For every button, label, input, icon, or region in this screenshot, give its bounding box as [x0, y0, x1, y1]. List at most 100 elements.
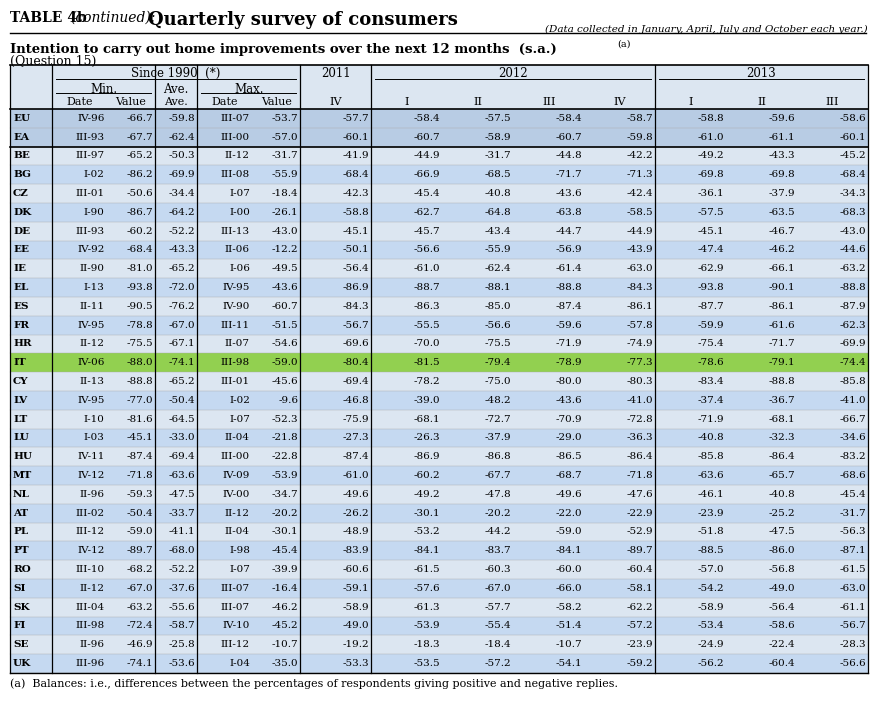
- Text: -71.9: -71.9: [697, 415, 724, 423]
- Text: FR: FR: [13, 320, 29, 329]
- Text: -83.7: -83.7: [484, 546, 512, 555]
- Text: Date: Date: [211, 97, 237, 107]
- Text: -45.6: -45.6: [272, 377, 299, 386]
- Text: I-07: I-07: [229, 189, 250, 198]
- Text: -18.4: -18.4: [484, 640, 512, 649]
- Text: -80.0: -80.0: [555, 377, 583, 386]
- Text: IV-95: IV-95: [223, 283, 250, 292]
- Text: III-10: III-10: [75, 565, 105, 574]
- Bar: [10, 654, 868, 673]
- Text: -69.6: -69.6: [343, 339, 370, 348]
- Text: -69.8: -69.8: [697, 170, 724, 179]
- Text: -43.3: -43.3: [168, 245, 195, 254]
- Text: -58.7: -58.7: [626, 114, 653, 123]
- Text: -70.9: -70.9: [555, 415, 583, 423]
- Text: -56.9: -56.9: [555, 245, 583, 254]
- Text: -68.4: -68.4: [839, 170, 866, 179]
- Text: -52.3: -52.3: [272, 415, 299, 423]
- Text: III-98: III-98: [75, 622, 105, 630]
- Text: -45.7: -45.7: [413, 226, 441, 236]
- Text: -68.1: -68.1: [768, 415, 795, 423]
- Bar: [10, 259, 868, 278]
- Text: -57.6: -57.6: [413, 584, 441, 593]
- Text: -88.5: -88.5: [697, 546, 724, 555]
- Text: -86.5: -86.5: [555, 452, 583, 461]
- Text: -81.5: -81.5: [413, 358, 441, 367]
- Text: 2012: 2012: [498, 67, 528, 80]
- Text: -50.4: -50.4: [168, 396, 195, 405]
- Text: -62.4: -62.4: [484, 264, 512, 273]
- Text: II: II: [473, 97, 482, 107]
- Text: -62.9: -62.9: [697, 264, 724, 273]
- Text: -71.3: -71.3: [626, 170, 653, 179]
- Bar: [10, 447, 868, 466]
- Text: -42.4: -42.4: [626, 189, 653, 198]
- Text: -86.2: -86.2: [126, 170, 153, 179]
- Text: I-00: I-00: [229, 208, 250, 217]
- Text: -71.8: -71.8: [126, 471, 153, 480]
- Text: -44.8: -44.8: [555, 151, 583, 161]
- Text: -56.4: -56.4: [343, 264, 370, 273]
- Text: -80.4: -80.4: [343, 358, 370, 367]
- Text: -57.7: -57.7: [484, 603, 512, 612]
- Text: -45.2: -45.2: [839, 151, 866, 161]
- Text: -49.5: -49.5: [272, 264, 299, 273]
- Text: -60.1: -60.1: [343, 132, 370, 142]
- Text: -36.3: -36.3: [626, 433, 653, 442]
- Text: -88.1: -88.1: [484, 283, 512, 292]
- Text: -31.7: -31.7: [484, 151, 512, 161]
- Text: II-06: II-06: [225, 245, 250, 254]
- Text: IV-06: IV-06: [77, 358, 105, 367]
- Text: -78.9: -78.9: [555, 358, 583, 367]
- Text: -78.6: -78.6: [697, 358, 724, 367]
- Text: -63.6: -63.6: [168, 471, 195, 480]
- Text: -59.0: -59.0: [555, 527, 583, 536]
- Text: -58.2: -58.2: [555, 603, 583, 612]
- Text: -22.8: -22.8: [272, 452, 299, 461]
- Text: -93.8: -93.8: [126, 283, 153, 292]
- Text: -27.3: -27.3: [343, 433, 370, 442]
- Text: -68.0: -68.0: [168, 546, 195, 555]
- Text: -58.1: -58.1: [626, 584, 653, 593]
- Text: -51.5: -51.5: [272, 320, 299, 329]
- Text: -36.1: -36.1: [697, 189, 724, 198]
- Text: -63.2: -63.2: [839, 264, 866, 273]
- Text: DK: DK: [13, 208, 32, 217]
- Text: Since 1990  (*): Since 1990 (*): [131, 67, 221, 80]
- Text: -20.2: -20.2: [484, 509, 512, 518]
- Text: -46.7: -46.7: [768, 226, 795, 236]
- Text: -84.3: -84.3: [626, 283, 653, 292]
- Text: -52.2: -52.2: [168, 226, 195, 236]
- Bar: [10, 410, 868, 428]
- Text: -79.4: -79.4: [484, 358, 512, 367]
- Bar: [10, 278, 868, 297]
- Text: III-00: III-00: [221, 132, 250, 142]
- Text: -83.4: -83.4: [697, 377, 724, 386]
- Text: -57.0: -57.0: [272, 132, 299, 142]
- Text: -66.7: -66.7: [839, 415, 866, 423]
- Text: -43.0: -43.0: [272, 226, 299, 236]
- Text: -20.2: -20.2: [272, 509, 299, 518]
- Bar: [10, 222, 868, 240]
- Text: -68.5: -68.5: [484, 170, 512, 179]
- Text: -40.8: -40.8: [484, 189, 512, 198]
- Text: -39.9: -39.9: [272, 565, 299, 574]
- Text: -79.1: -79.1: [768, 358, 795, 367]
- Text: -78.2: -78.2: [413, 377, 441, 386]
- Text: -43.6: -43.6: [555, 396, 583, 405]
- Text: -49.2: -49.2: [697, 151, 724, 161]
- Text: -26.1: -26.1: [272, 208, 299, 217]
- Text: -60.2: -60.2: [126, 226, 153, 236]
- Text: -28.3: -28.3: [839, 640, 866, 649]
- Text: -46.9: -46.9: [126, 640, 153, 649]
- Text: II: II: [757, 97, 766, 107]
- Text: -67.7: -67.7: [126, 132, 153, 142]
- Text: -66.1: -66.1: [768, 264, 795, 273]
- Text: -44.9: -44.9: [626, 226, 653, 236]
- Text: -61.5: -61.5: [839, 565, 866, 574]
- Text: IV-12: IV-12: [77, 471, 105, 480]
- Text: -87.4: -87.4: [343, 452, 370, 461]
- Text: SI: SI: [13, 584, 25, 593]
- Text: -18.3: -18.3: [413, 640, 441, 649]
- Text: -85.8: -85.8: [839, 377, 866, 386]
